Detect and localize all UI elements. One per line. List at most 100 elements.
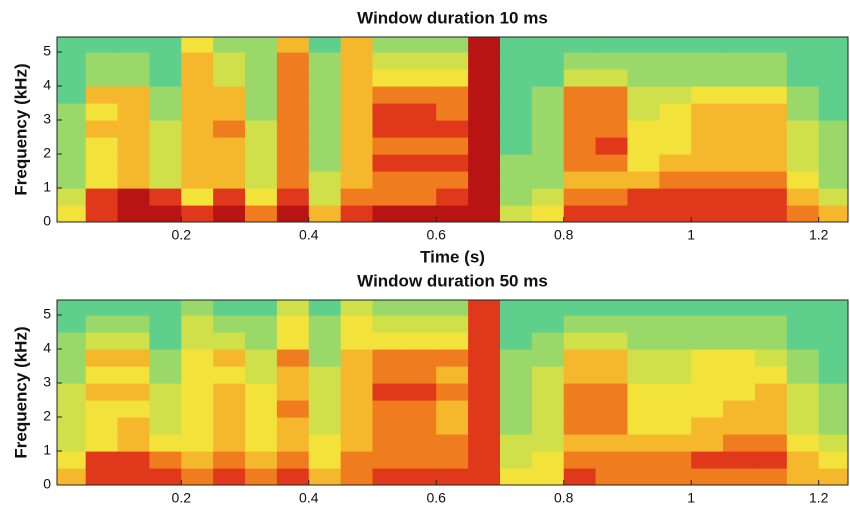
heatmap [57, 37, 848, 222]
heat-cell [468, 136, 501, 155]
heat-cell [372, 331, 405, 350]
heat-cell [468, 331, 501, 350]
heat-cell [57, 187, 87, 206]
heat-cell [85, 300, 119, 316]
heat-cell [308, 170, 342, 189]
x-tick-label: 0.8 [554, 490, 574, 506]
heat-cell [181, 170, 214, 189]
heat-cell [372, 314, 405, 333]
heat-cell [499, 416, 533, 435]
heat-cell [691, 433, 724, 452]
heat-cell [57, 300, 87, 316]
heat-cell [595, 382, 629, 401]
heat-cell [245, 51, 278, 70]
heat-cell [149, 119, 182, 138]
heat-cell [627, 300, 660, 316]
heat-cell [213, 450, 246, 469]
heat-cell [340, 102, 374, 121]
heat-cell [723, 399, 756, 418]
heat-cell [340, 119, 374, 138]
heat-cell [691, 170, 724, 189]
heat-cell [117, 382, 151, 401]
heat-cell [691, 416, 724, 435]
heat-cell [627, 85, 660, 104]
heat-cell [595, 51, 629, 70]
heat-cell [691, 348, 724, 367]
heat-cell [372, 136, 405, 155]
heat-cell [531, 365, 565, 384]
heat-cell [404, 467, 437, 485]
heat-cell [276, 382, 310, 401]
heat-cell [245, 136, 278, 155]
heat-cell [499, 68, 533, 87]
heat-cell [818, 314, 848, 333]
heat-cell [245, 382, 278, 401]
heat-cell [818, 136, 848, 155]
heat-cell [659, 399, 692, 418]
heat-cell [818, 433, 848, 452]
heat-cell [786, 382, 820, 401]
heat-cell [563, 51, 597, 70]
heat-cell [627, 399, 660, 418]
heat-cell [276, 85, 310, 104]
heat-cell [85, 365, 119, 384]
heat-cell [57, 51, 87, 70]
heat-cell [340, 85, 374, 104]
heat-cell [181, 348, 214, 367]
heat-cell [659, 467, 692, 485]
heat-cell [276, 467, 310, 485]
heat-cell [754, 300, 788, 316]
heat-cell [754, 331, 788, 350]
heat-cell [786, 68, 820, 87]
heat-cell [404, 51, 437, 70]
heat-cell [563, 85, 597, 104]
heat-cell [595, 300, 629, 316]
heat-cell [468, 51, 501, 70]
heat-cell [85, 399, 119, 418]
heat-cell [659, 331, 692, 350]
heat-cell [404, 365, 437, 384]
heat-cell [372, 450, 405, 469]
heat-cell [245, 85, 278, 104]
heat-cell [308, 416, 342, 435]
heat-cell [340, 416, 374, 435]
heat-cell [308, 68, 342, 87]
heat-cell [85, 450, 119, 469]
heat-cell [531, 314, 565, 333]
heat-cell [723, 102, 756, 121]
heat-cell [340, 136, 374, 155]
heat-cell [308, 450, 342, 469]
heat-cell [149, 102, 182, 121]
heat-cell [563, 331, 597, 350]
heat-cell [308, 136, 342, 155]
heat-cell [531, 68, 565, 87]
heat-cell [149, 382, 182, 401]
heat-cell [213, 399, 246, 418]
heat-cell [659, 450, 692, 469]
heat-cell [595, 187, 629, 206]
heat-cell [691, 85, 724, 104]
heat-cell [117, 51, 151, 70]
heat-cell [595, 467, 629, 485]
heat-cell [691, 365, 724, 384]
heat-cell [308, 153, 342, 172]
heat-cell [595, 119, 629, 138]
heat-cell [149, 51, 182, 70]
heat-cell [149, 467, 182, 485]
x-tick-label: 1 [687, 227, 695, 243]
heat-cell [754, 119, 788, 138]
heat-cell [404, 68, 437, 87]
heat-cell [117, 348, 151, 367]
heat-cell [691, 382, 724, 401]
heat-cell [723, 170, 756, 189]
heat-cell [340, 433, 374, 452]
heat-cell [691, 37, 724, 53]
heat-cell [57, 433, 87, 452]
x-tick-label: 0.4 [299, 490, 319, 506]
heat-cell [563, 136, 597, 155]
heat-cell [499, 85, 533, 104]
heat-cell [404, 170, 437, 189]
heat-cell [786, 136, 820, 155]
heat-cell [245, 102, 278, 121]
heat-cell [340, 382, 374, 401]
